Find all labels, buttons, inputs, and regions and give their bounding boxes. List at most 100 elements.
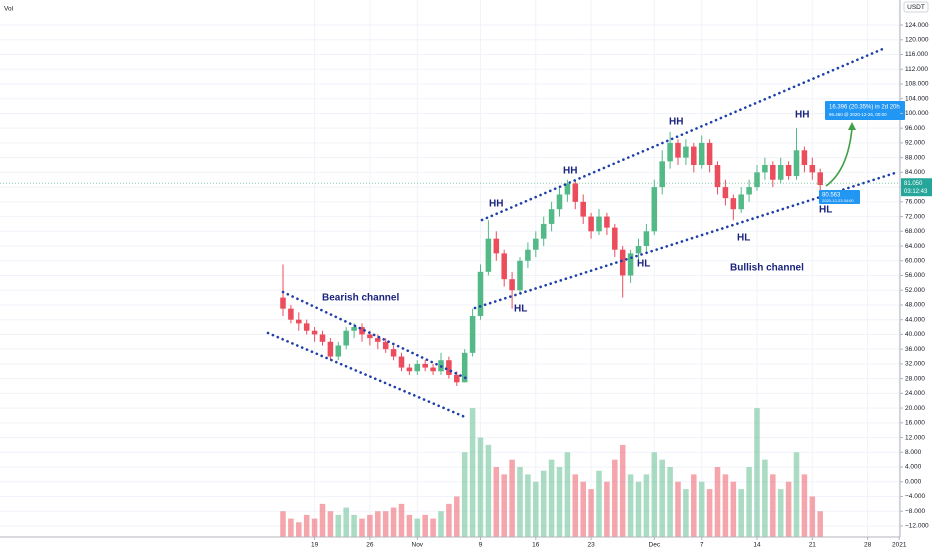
annotation: HL <box>514 304 527 315</box>
y-tick-label: 76.000 <box>905 199 925 206</box>
volume-bar <box>627 474 634 537</box>
volume-bar <box>580 481 586 537</box>
candle-body <box>501 253 507 280</box>
candle-body <box>667 142 673 162</box>
volume-bar <box>675 481 681 537</box>
bullish-channel-top <box>480 46 887 222</box>
candle-body <box>754 172 760 188</box>
volume-bar <box>556 467 563 537</box>
candle-body <box>390 349 397 357</box>
volume-bar <box>454 496 460 537</box>
y-tick-label: −12.000 <box>905 523 929 530</box>
projection-box <box>825 101 905 120</box>
volume-bar <box>730 481 737 537</box>
volume-bar <box>604 481 610 537</box>
x-tick-label: 19 <box>311 542 319 549</box>
candle-body <box>588 216 594 232</box>
y-tick-label: 64.000 <box>905 243 925 250</box>
y-tick-label: 72.000 <box>905 213 925 220</box>
currency-label: USDT <box>907 4 925 11</box>
candle-body <box>422 363 428 368</box>
y-tick-label: 100.000 <box>905 110 929 117</box>
x-tick-label: Dec <box>649 542 661 549</box>
candle-body <box>698 142 705 166</box>
volume-bar <box>296 522 302 537</box>
candle-body <box>525 249 531 261</box>
candle-body <box>469 316 476 353</box>
volume-bar <box>619 444 626 537</box>
x-tick-label: 23 <box>587 542 595 549</box>
volume-bar <box>438 511 444 537</box>
candle-body <box>770 165 776 180</box>
y-tick-label: 32.000 <box>905 361 925 368</box>
volume-bar <box>303 514 310 537</box>
volume-bar <box>572 474 579 537</box>
candle-body <box>367 334 373 339</box>
volume-bar <box>375 511 381 537</box>
candle-body <box>343 330 349 346</box>
annotation: HH <box>563 166 577 177</box>
candle-body <box>556 194 563 210</box>
y-tick-label: 88.000 <box>905 154 925 161</box>
annotation: Bearish channel <box>322 293 399 304</box>
x-tick-label: 21 <box>809 542 817 549</box>
currency-box <box>903 1 929 13</box>
volume-bar <box>343 507 349 537</box>
candle-body <box>675 142 681 158</box>
volume-bar <box>548 459 555 537</box>
volume-bar <box>335 514 342 537</box>
candle-body <box>398 356 405 368</box>
volume-bar <box>596 470 602 537</box>
candle-body <box>303 323 310 331</box>
candle-body <box>359 327 365 335</box>
candle-body <box>564 183 571 195</box>
y-tick-label: 16.000 <box>905 420 925 427</box>
projection-arrow <box>825 127 853 187</box>
volume-bar <box>801 474 808 537</box>
candle-body <box>793 150 800 177</box>
candle-body <box>319 334 326 342</box>
candle-body <box>619 249 626 276</box>
y-tick-label: 116.000 <box>905 51 928 58</box>
x-tick-label: 14 <box>753 542 761 549</box>
cursor-tag-text: 80.563 <box>822 193 841 199</box>
candle-body <box>762 165 768 173</box>
volume-bar <box>777 489 784 537</box>
candle-body <box>785 165 792 177</box>
candle-body <box>714 165 721 188</box>
candle-body <box>706 142 713 166</box>
candle-body <box>533 238 539 250</box>
volume-bar <box>635 481 642 537</box>
candle-body <box>509 279 515 291</box>
y-tick-label: 68.000 <box>905 228 925 235</box>
candle-body <box>683 146 689 158</box>
annotation: HL <box>637 259 650 270</box>
candle-body <box>454 374 460 383</box>
volume-bar <box>643 474 650 537</box>
candle-body <box>288 308 294 320</box>
candle-body <box>382 341 389 350</box>
candle-body <box>406 367 413 372</box>
y-tick-label: 28.000 <box>905 375 925 382</box>
volume-bar <box>659 459 665 537</box>
volume-bar <box>430 518 436 537</box>
candle-body <box>801 150 808 166</box>
candle-body <box>280 297 286 309</box>
x-tick-label: 7 <box>700 542 704 549</box>
candle-body <box>414 363 421 372</box>
volume-bar <box>746 467 752 537</box>
annotation: HL <box>819 205 832 216</box>
annotation: HH <box>795 110 809 121</box>
volume-bar <box>525 474 531 537</box>
y-tick-label: 8.000 <box>905 449 922 456</box>
volume-bar <box>770 474 776 537</box>
x-tick-label: 28 <box>864 542 872 549</box>
volume-bar <box>540 470 547 537</box>
volume-bar <box>327 511 334 537</box>
bearish-channel-bottom <box>266 331 467 419</box>
arrow-head <box>848 122 856 130</box>
candle-body <box>659 161 665 188</box>
y-tick-label: 60.000 <box>905 257 925 264</box>
volume-bar <box>809 496 816 537</box>
y-tick-label: 0.000 <box>905 478 922 485</box>
